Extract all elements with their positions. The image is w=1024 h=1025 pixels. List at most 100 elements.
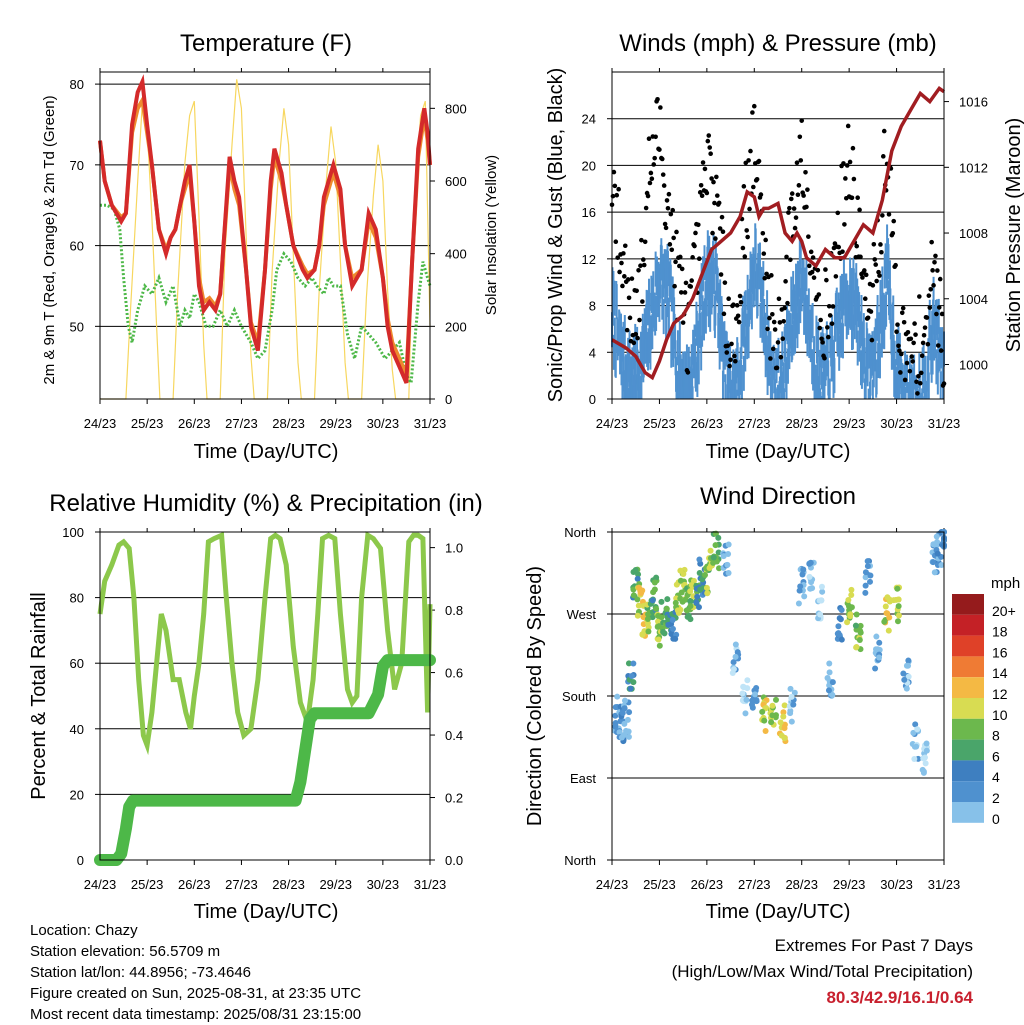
gust-point [624,327,630,333]
direction-point [695,604,702,611]
gust-point [620,283,625,289]
direction-point [807,585,814,592]
gust-point [857,207,862,213]
gust-point [780,336,786,342]
gust-point [939,311,945,317]
gust-point [877,273,882,278]
gust-point [646,136,652,141]
direction-xlabel: Time (Day/UTC) [706,901,851,923]
direction-point [867,578,874,585]
direction-point [857,629,864,636]
y-tick-label: 80 [70,77,84,92]
temperature-title: Temperature (F) [180,30,352,57]
direction-point [826,669,833,676]
gust-point [678,290,684,295]
direction-point [644,616,651,623]
direction-point [672,635,679,642]
gust-point [712,200,717,206]
gust-point [815,267,821,273]
gust-point [781,319,786,324]
gust-point [689,278,694,283]
gust-point [750,110,755,115]
direction-point [795,600,802,607]
y2-tick-label: 1008 [959,226,988,241]
direction-point [780,713,787,720]
gust-point [806,234,811,239]
direction-ylabel-left: Direction (Colored By Speed) [524,566,546,826]
direction-point [895,596,902,603]
pressure-line [611,85,946,381]
direction-point [900,670,907,677]
gust-point [702,166,708,172]
colorbar-cell [952,760,984,782]
gust-point [910,359,915,364]
gust-point [826,303,832,309]
gust-point [688,284,694,289]
gust-point [908,336,914,342]
gust-point [707,145,713,150]
direction-point [682,596,689,603]
gust-point [693,230,698,236]
direction-point [826,660,833,667]
colorbar-label: 12 [992,686,1008,702]
direction-point [687,603,694,610]
gust-point [938,348,944,353]
direction-point [853,611,860,618]
y-tick-label: East [570,771,596,786]
direction-point [703,584,710,591]
gust-point [789,191,795,196]
direction-point [934,539,941,546]
colorbar-title: mph [991,575,1020,592]
gust-point [679,266,685,272]
gust-point [672,283,677,289]
direction-point [914,726,921,733]
gust-point [793,215,799,220]
direction-point [626,709,633,716]
gust-point [927,305,933,310]
direction-point [653,605,660,612]
gust-point [907,368,913,374]
y-tick-label: 0 [77,853,84,868]
y-tick-label: South [562,689,596,704]
gust-point [796,183,802,188]
gust-point [660,172,666,177]
x-tick-label: 29/23 [319,877,352,892]
x-tick-label: 31/23 [414,416,447,431]
gust-point [810,255,816,260]
gust-point [772,327,778,332]
y-tick-label: 24 [582,112,596,127]
direction-point [635,584,642,591]
x-tick-label: 26/23 [691,877,724,892]
gust-point [860,275,865,280]
gust-point [862,268,867,273]
direction-point [791,689,798,696]
station-info: Location: Chazy Station elevation: 56.57… [30,920,361,1025]
y-tick-label: West [567,607,597,622]
gust-point [727,363,732,369]
gust-point [626,295,632,301]
gust-point [825,325,830,330]
gust-point [841,161,846,166]
direction-point [905,657,912,664]
gust-point [825,334,831,340]
gust-point [932,260,937,265]
gust-point [677,254,683,260]
gust-point [880,213,885,218]
y-tick-label: 12 [582,252,596,267]
x-tick-label: 29/23 [319,416,352,431]
direction-point [623,727,630,734]
direction-point [638,589,645,596]
gust-point [666,191,672,197]
x-tick-label: 28/23 [272,416,305,431]
gust-point [613,239,619,245]
x-tick-label: 27/23 [738,416,771,431]
plot-frame [99,531,431,861]
direction-point [857,622,864,629]
direction-point [632,567,639,574]
gust-point [615,255,620,260]
gust-point [741,184,747,189]
direction-point [694,593,701,600]
gust-point [835,210,841,216]
gust-point [930,268,935,273]
direction-point [781,725,788,732]
